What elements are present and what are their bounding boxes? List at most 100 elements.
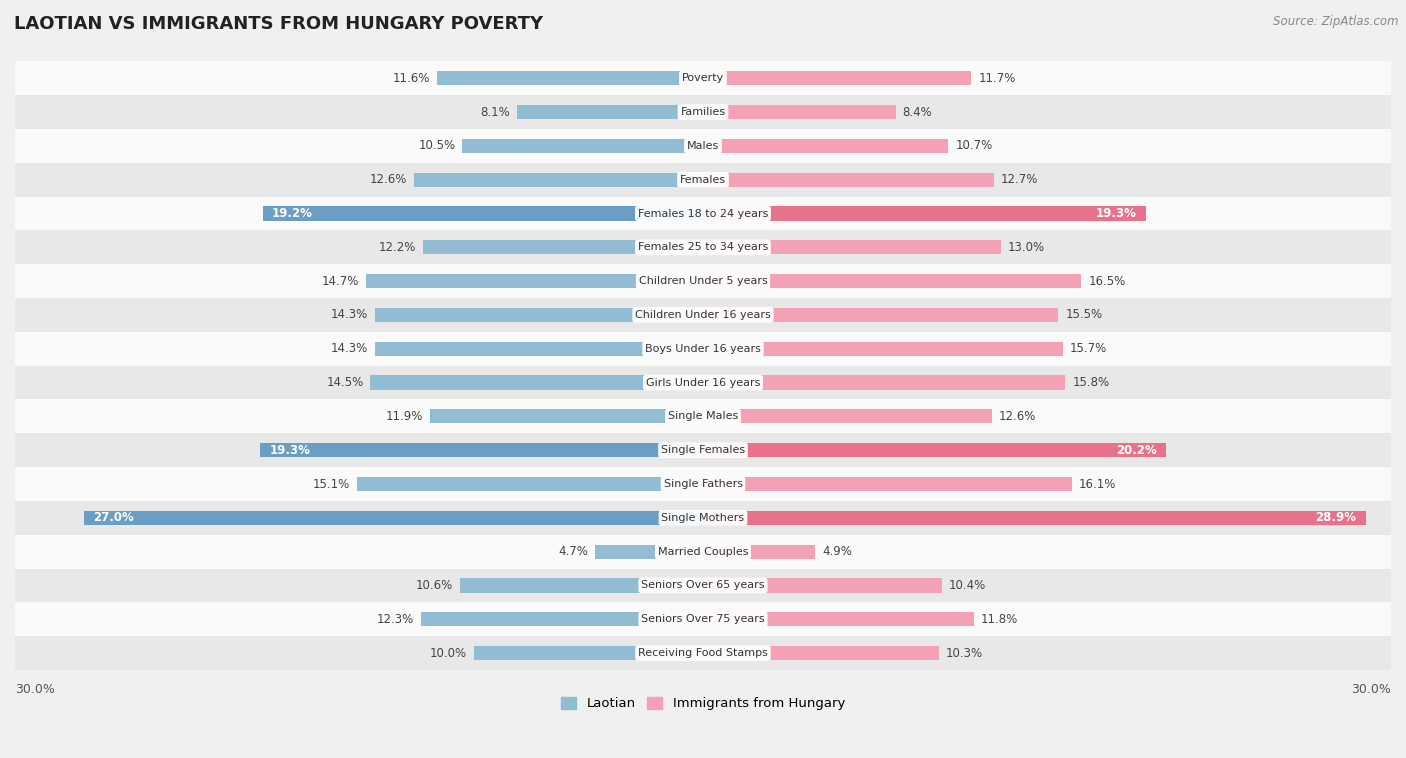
- Bar: [260, 443, 703, 457]
- Text: 12.6%: 12.6%: [370, 173, 408, 186]
- Text: 27.0%: 27.0%: [93, 512, 134, 525]
- Bar: [423, 240, 703, 255]
- Bar: [15, 501, 1391, 534]
- Bar: [463, 139, 703, 153]
- Legend: Laotian, Immigrants from Hungary: Laotian, Immigrants from Hungary: [555, 691, 851, 716]
- Text: 10.0%: 10.0%: [430, 647, 467, 659]
- Bar: [703, 206, 1146, 221]
- Bar: [517, 105, 703, 119]
- Bar: [703, 274, 1081, 288]
- Text: Single Mothers: Single Mothers: [661, 513, 745, 523]
- Bar: [703, 477, 1073, 491]
- Text: 12.2%: 12.2%: [380, 241, 416, 254]
- Bar: [84, 511, 703, 525]
- Text: 14.5%: 14.5%: [326, 376, 364, 389]
- Bar: [15, 96, 1391, 129]
- Text: 30.0%: 30.0%: [15, 684, 55, 697]
- Text: Single Females: Single Females: [661, 445, 745, 456]
- Bar: [15, 636, 1391, 670]
- Bar: [703, 71, 972, 86]
- Bar: [15, 568, 1391, 603]
- Text: 14.3%: 14.3%: [330, 343, 368, 356]
- Bar: [703, 409, 993, 424]
- Bar: [375, 308, 703, 322]
- Bar: [15, 129, 1391, 163]
- Text: 11.6%: 11.6%: [392, 72, 430, 85]
- Bar: [15, 399, 1391, 434]
- Bar: [703, 375, 1066, 390]
- Text: 16.5%: 16.5%: [1088, 274, 1126, 287]
- Text: 14.3%: 14.3%: [330, 309, 368, 321]
- Bar: [703, 342, 1063, 356]
- Text: 11.7%: 11.7%: [979, 72, 1015, 85]
- Text: 19.2%: 19.2%: [271, 207, 312, 220]
- Text: Females: Females: [681, 174, 725, 185]
- Text: 8.4%: 8.4%: [903, 105, 932, 118]
- Bar: [15, 332, 1391, 365]
- Text: LAOTIAN VS IMMIGRANTS FROM HUNGARY POVERTY: LAOTIAN VS IMMIGRANTS FROM HUNGARY POVER…: [14, 15, 543, 33]
- Bar: [15, 196, 1391, 230]
- Text: 12.7%: 12.7%: [1001, 173, 1039, 186]
- Text: Married Couples: Married Couples: [658, 547, 748, 556]
- Bar: [413, 173, 703, 186]
- Text: 10.6%: 10.6%: [416, 579, 453, 592]
- Bar: [15, 467, 1391, 501]
- Bar: [15, 534, 1391, 568]
- Text: 8.1%: 8.1%: [481, 105, 510, 118]
- Bar: [703, 646, 939, 660]
- Text: 15.7%: 15.7%: [1070, 343, 1107, 356]
- Bar: [420, 612, 703, 626]
- Text: 10.7%: 10.7%: [955, 139, 993, 152]
- Text: Families: Families: [681, 107, 725, 117]
- Text: Females 25 to 34 years: Females 25 to 34 years: [638, 243, 768, 252]
- Bar: [15, 265, 1391, 298]
- Bar: [703, 105, 896, 119]
- Text: Receiving Food Stamps: Receiving Food Stamps: [638, 648, 768, 658]
- Bar: [357, 477, 703, 491]
- Bar: [703, 240, 1001, 255]
- Text: 14.7%: 14.7%: [322, 274, 359, 287]
- Bar: [703, 443, 1166, 457]
- Bar: [703, 308, 1059, 322]
- Bar: [263, 206, 703, 221]
- Text: Single Fathers: Single Fathers: [664, 479, 742, 489]
- Text: 19.3%: 19.3%: [1095, 207, 1136, 220]
- Text: Children Under 16 years: Children Under 16 years: [636, 310, 770, 320]
- Text: Girls Under 16 years: Girls Under 16 years: [645, 377, 761, 387]
- Text: 4.7%: 4.7%: [558, 545, 588, 558]
- Text: 15.5%: 15.5%: [1066, 309, 1102, 321]
- Bar: [15, 365, 1391, 399]
- Text: Males: Males: [688, 141, 718, 151]
- Bar: [15, 230, 1391, 265]
- Bar: [703, 173, 994, 186]
- Text: 11.8%: 11.8%: [980, 612, 1018, 626]
- Bar: [430, 409, 703, 424]
- Bar: [437, 71, 703, 86]
- Bar: [375, 342, 703, 356]
- Bar: [703, 139, 949, 153]
- Bar: [595, 544, 703, 559]
- Text: 15.8%: 15.8%: [1073, 376, 1109, 389]
- Bar: [15, 603, 1391, 636]
- Text: Females 18 to 24 years: Females 18 to 24 years: [638, 208, 768, 218]
- Text: 16.1%: 16.1%: [1080, 478, 1116, 490]
- Text: Children Under 5 years: Children Under 5 years: [638, 276, 768, 286]
- Text: Seniors Over 75 years: Seniors Over 75 years: [641, 614, 765, 625]
- Bar: [703, 612, 973, 626]
- Text: Seniors Over 65 years: Seniors Over 65 years: [641, 581, 765, 590]
- Text: Boys Under 16 years: Boys Under 16 years: [645, 344, 761, 354]
- Bar: [370, 375, 703, 390]
- Text: 10.3%: 10.3%: [946, 647, 983, 659]
- Text: 10.4%: 10.4%: [949, 579, 986, 592]
- Bar: [460, 578, 703, 593]
- Text: 30.0%: 30.0%: [1351, 684, 1391, 697]
- Text: 11.9%: 11.9%: [385, 410, 423, 423]
- Text: 19.3%: 19.3%: [270, 443, 311, 456]
- Text: 4.9%: 4.9%: [823, 545, 852, 558]
- Text: Poverty: Poverty: [682, 74, 724, 83]
- Bar: [474, 646, 703, 660]
- Bar: [703, 544, 815, 559]
- Text: 10.5%: 10.5%: [418, 139, 456, 152]
- Bar: [703, 578, 942, 593]
- Text: Source: ZipAtlas.com: Source: ZipAtlas.com: [1274, 15, 1399, 28]
